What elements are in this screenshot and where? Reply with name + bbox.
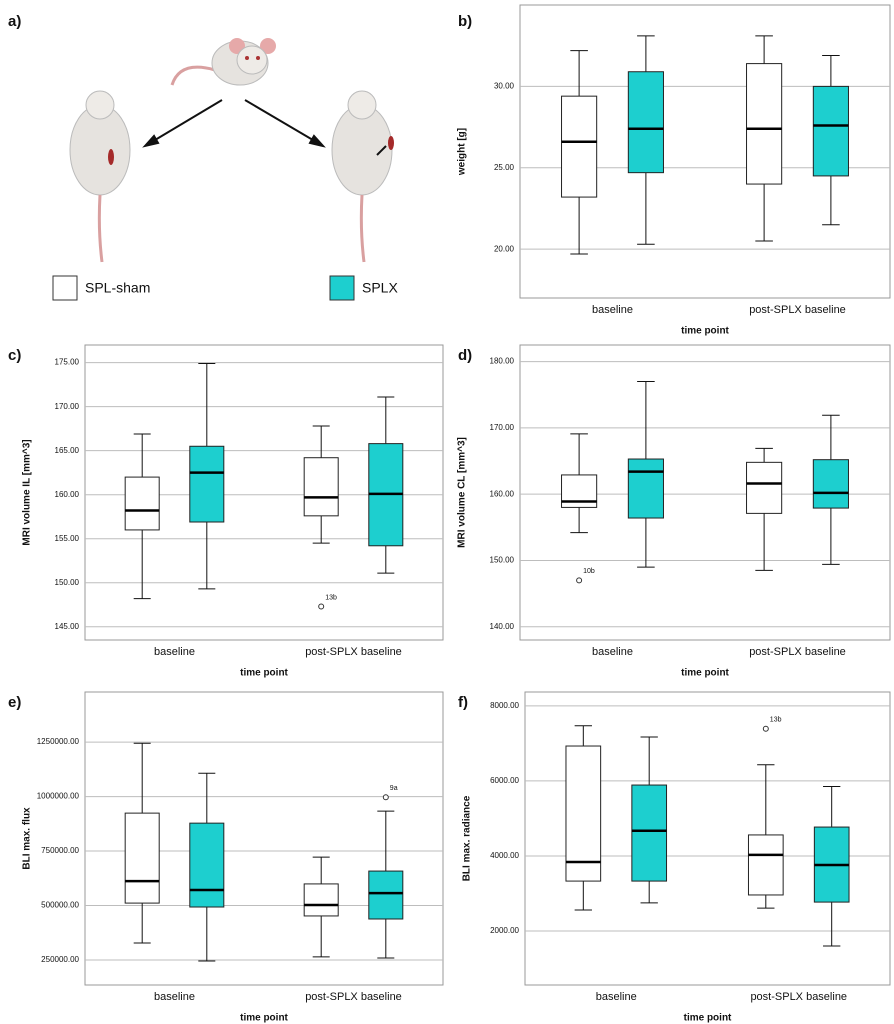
y-tick-label: 165.00 [55,446,80,455]
x-axis-label: time point [684,1013,732,1024]
mouse-right [331,90,394,263]
x-tick-label: post-SPLX baseline [749,646,846,658]
panel-label: d) [458,347,472,364]
x-tick-label: baseline [154,991,195,1003]
x-tick-label: baseline [154,646,195,658]
y-tick-label: 4000.00 [490,851,519,860]
plot-frame [84,344,444,641]
plot-frame [84,691,444,986]
outlier-label: 13b [770,717,782,724]
box [812,85,849,177]
x-tick-label: post-SPLX baseline [750,991,847,1003]
y-tick-label: 30.00 [494,81,515,90]
y-tick-label: 140.00 [490,622,515,631]
panel-label: a) [8,13,21,30]
y-tick-label: 160.00 [490,489,515,498]
box [747,834,784,896]
y-axis-label: BLI max. radiance [462,795,473,881]
y-tick-label: 1250000.00 [37,737,80,746]
x-tick-label: baseline [592,304,633,316]
x-axis-label: time point [681,668,729,679]
panel-label: b) [458,13,472,30]
y-axis-label: MRI volume CL [mm^3] [457,437,468,548]
arrows [142,99,326,148]
x-tick-label: baseline [596,991,637,1003]
box [561,95,598,198]
box [812,459,849,509]
y-tick-label: 150.00 [55,578,80,587]
plot-frame [519,344,891,641]
x-tick-label: post-SPLX baseline [749,304,846,316]
outlier [318,603,325,610]
y-axis-label: BLI max. flux [22,807,33,870]
y-tick-label: 250000.00 [41,955,79,964]
y-tick-label: 155.00 [55,534,80,543]
box [627,458,664,519]
box [565,745,602,882]
y-tick-label: 170.00 [490,423,515,432]
y-tick-label: 170.00 [55,402,80,411]
box [124,476,160,531]
y-tick-label: 6000.00 [490,776,519,785]
y-axis-label: weight [g] [457,128,468,176]
box [303,457,339,517]
panel-label: e) [8,694,21,711]
legend-swatch [329,275,355,301]
box [631,784,668,882]
y-tick-label: 500000.00 [41,901,79,910]
plot-frame [524,691,891,986]
x-tick-label: post-SPLX baseline [305,646,402,658]
y-axis-label: MRI volume IL [mm^3] [22,439,33,545]
panel-label: c) [8,347,21,364]
plot-frame [519,4,891,299]
legend-label: SPLX [362,280,398,296]
outlier [382,794,389,801]
mouse-left [69,90,131,263]
x-axis-label: time point [240,1013,288,1024]
box [746,63,783,185]
outlier [762,725,769,732]
x-axis-label: time point [240,668,288,679]
y-tick-label: 175.00 [55,358,80,367]
panel-label: f) [458,694,468,711]
box [746,461,783,514]
x-tick-label: post-SPLX baseline [305,991,402,1003]
box [124,812,160,904]
y-tick-label: 20.00 [494,244,515,253]
y-tick-label: 145.00 [55,622,80,631]
outlier [576,577,583,584]
legend-swatch [52,275,78,301]
box [189,445,225,523]
y-tick-label: 2000.00 [490,926,519,935]
outlier-label: 9a [390,785,398,792]
y-tick-label: 180.00 [490,357,515,366]
y-tick-label: 1000000.00 [37,792,80,801]
box [368,870,404,920]
x-tick-label: baseline [592,646,633,658]
box [303,883,339,917]
legend-label: SPL-sham [85,280,150,296]
mouse-top [170,38,276,86]
outlier-label: 10b [583,568,595,575]
y-tick-label: 160.00 [55,490,80,499]
y-tick-label: 750000.00 [41,846,79,855]
box [189,822,225,908]
outlier-label: 13b [325,594,337,601]
y-tick-label: 25.00 [494,163,515,172]
y-tick-label: 8000.00 [490,701,519,710]
x-axis-label: time point [681,326,729,337]
box [627,71,664,174]
y-tick-label: 150.00 [490,556,515,565]
